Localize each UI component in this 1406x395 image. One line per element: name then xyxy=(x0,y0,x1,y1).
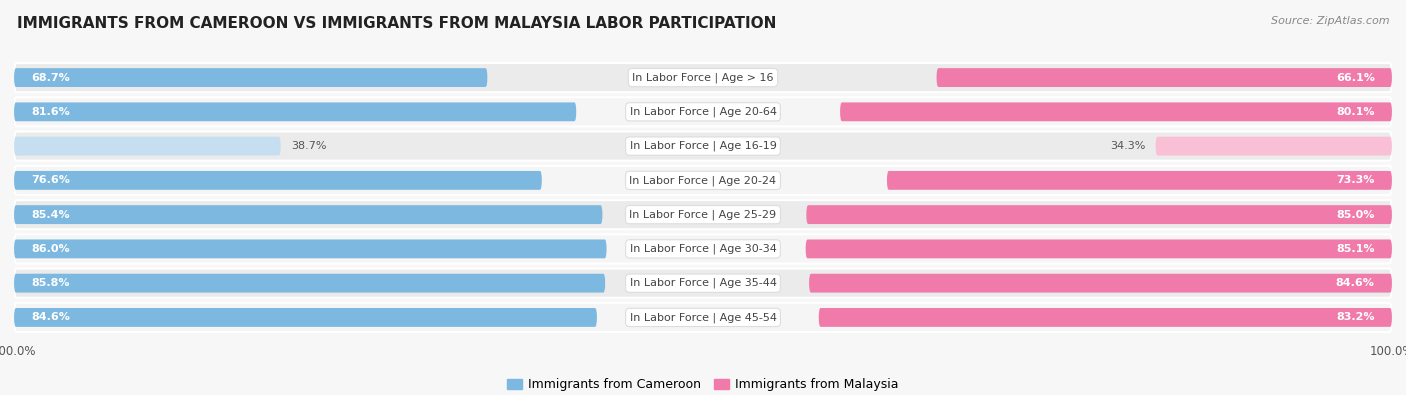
FancyBboxPatch shape xyxy=(14,274,605,293)
FancyBboxPatch shape xyxy=(841,102,1392,121)
Text: In Labor Force | Age 20-64: In Labor Force | Age 20-64 xyxy=(630,107,776,117)
FancyBboxPatch shape xyxy=(14,97,1392,126)
FancyBboxPatch shape xyxy=(14,102,576,121)
Text: In Labor Force | Age 16-19: In Labor Force | Age 16-19 xyxy=(630,141,776,151)
FancyBboxPatch shape xyxy=(14,171,541,190)
Text: 34.3%: 34.3% xyxy=(1109,141,1146,151)
Text: In Labor Force | Age 30-34: In Labor Force | Age 30-34 xyxy=(630,244,776,254)
Text: In Labor Force | Age 20-24: In Labor Force | Age 20-24 xyxy=(630,175,776,186)
Text: 68.7%: 68.7% xyxy=(31,73,70,83)
FancyBboxPatch shape xyxy=(14,63,1392,92)
Text: 83.2%: 83.2% xyxy=(1336,312,1375,322)
FancyBboxPatch shape xyxy=(14,303,1392,332)
FancyBboxPatch shape xyxy=(14,132,1392,161)
FancyBboxPatch shape xyxy=(14,205,602,224)
Text: 85.4%: 85.4% xyxy=(31,210,70,220)
FancyBboxPatch shape xyxy=(14,166,1392,195)
Text: IMMIGRANTS FROM CAMEROON VS IMMIGRANTS FROM MALAYSIA LABOR PARTICIPATION: IMMIGRANTS FROM CAMEROON VS IMMIGRANTS F… xyxy=(17,16,776,31)
Text: 85.0%: 85.0% xyxy=(1336,210,1375,220)
Text: 84.6%: 84.6% xyxy=(31,312,70,322)
FancyBboxPatch shape xyxy=(1156,137,1392,156)
Text: Source: ZipAtlas.com: Source: ZipAtlas.com xyxy=(1271,16,1389,26)
FancyBboxPatch shape xyxy=(14,269,1392,298)
Text: 73.3%: 73.3% xyxy=(1336,175,1375,185)
Legend: Immigrants from Cameroon, Immigrants from Malaysia: Immigrants from Cameroon, Immigrants fro… xyxy=(502,373,904,395)
FancyBboxPatch shape xyxy=(936,68,1392,87)
FancyBboxPatch shape xyxy=(14,239,606,258)
FancyBboxPatch shape xyxy=(806,239,1392,258)
Text: In Labor Force | Age 35-44: In Labor Force | Age 35-44 xyxy=(630,278,776,288)
FancyBboxPatch shape xyxy=(14,137,281,156)
Text: 85.8%: 85.8% xyxy=(31,278,70,288)
FancyBboxPatch shape xyxy=(14,68,488,87)
FancyBboxPatch shape xyxy=(818,308,1392,327)
Text: 86.0%: 86.0% xyxy=(31,244,70,254)
FancyBboxPatch shape xyxy=(14,234,1392,263)
Text: 38.7%: 38.7% xyxy=(291,141,326,151)
Text: 80.1%: 80.1% xyxy=(1336,107,1375,117)
Text: In Labor Force | Age > 16: In Labor Force | Age > 16 xyxy=(633,72,773,83)
FancyBboxPatch shape xyxy=(14,200,1392,229)
Text: 85.1%: 85.1% xyxy=(1336,244,1375,254)
Text: In Labor Force | Age 25-29: In Labor Force | Age 25-29 xyxy=(630,209,776,220)
FancyBboxPatch shape xyxy=(887,171,1392,190)
Text: 81.6%: 81.6% xyxy=(31,107,70,117)
Text: 84.6%: 84.6% xyxy=(1336,278,1375,288)
FancyBboxPatch shape xyxy=(808,274,1392,293)
Text: 76.6%: 76.6% xyxy=(31,175,70,185)
FancyBboxPatch shape xyxy=(14,308,598,327)
Text: In Labor Force | Age 45-54: In Labor Force | Age 45-54 xyxy=(630,312,776,323)
FancyBboxPatch shape xyxy=(807,205,1392,224)
Text: 66.1%: 66.1% xyxy=(1336,73,1375,83)
